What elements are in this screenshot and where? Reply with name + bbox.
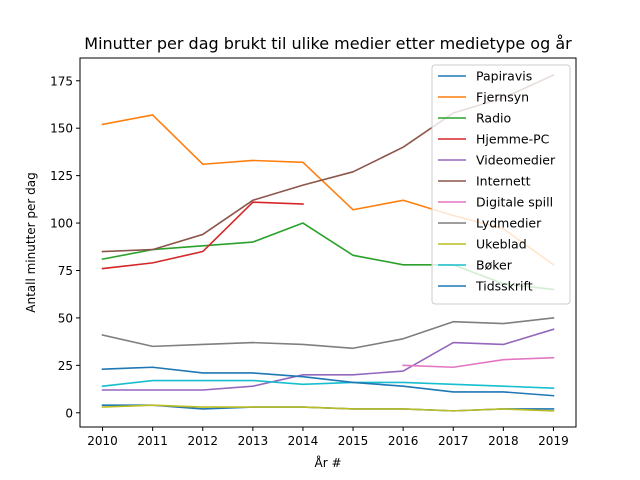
y-tick-label: 125 xyxy=(50,169,73,183)
series-line-boker xyxy=(101,379,555,389)
series-line-tidsskrift xyxy=(101,366,555,397)
plot-frame xyxy=(79,57,577,428)
chart-title: Minutter per dag brukt til ulike medier … xyxy=(84,34,572,53)
y-tick-label: 75 xyxy=(58,264,73,278)
x-tick-label: 2018 xyxy=(488,434,519,448)
legend-label-hjemme-pc: Hjemme-PC xyxy=(476,132,550,147)
plot-lines xyxy=(101,74,555,412)
x-axis-ticks: 2010 2011 2012 2013 2014 2015 2016 2017 2018 2019 xyxy=(87,427,569,448)
series-line-digitale-spill xyxy=(402,356,555,369)
x-tick-label: 2016 xyxy=(388,434,419,448)
legend-label-boker: Bøker xyxy=(476,258,513,273)
series-line-hjemme-pc xyxy=(101,201,304,270)
legend-label-papiravis: Papiravis xyxy=(476,69,532,84)
y-axis-ticks: 0 25 50 75 100 125 150 175 xyxy=(50,74,80,420)
x-tick-label: 2014 xyxy=(288,434,319,448)
series-line-videomedier xyxy=(101,328,555,391)
legend-label-tidsskrift: Tidsskrift xyxy=(475,279,533,294)
y-tick-label: 150 xyxy=(50,122,73,136)
x-tick-label: 2015 xyxy=(338,434,369,448)
legend-label-ukeblad: Ukeblad xyxy=(476,237,527,252)
series-line-lydmedier xyxy=(101,317,555,350)
y-tick-label: 0 xyxy=(65,406,73,420)
y-tick-label: 50 xyxy=(58,311,73,325)
legend-label-radio: Radio xyxy=(476,111,511,126)
legend: Papiravis Fjernsyn Radio Hjemme-PC Videomedi… xyxy=(431,64,571,305)
x-tick-label: 2017 xyxy=(438,434,469,448)
legend-box xyxy=(431,64,571,305)
y-tick-label: 175 xyxy=(50,74,73,88)
y-axis-label: Antall minutter per dag xyxy=(24,172,38,312)
x-axis-label: År # xyxy=(314,455,341,470)
y-tick-label: 100 xyxy=(50,217,73,231)
x-tick-label: 2011 xyxy=(137,434,168,448)
legend-label-fjernsyn: Fjernsyn xyxy=(476,90,529,105)
legend-label-lydmedier: Lydmedier xyxy=(476,216,542,231)
legend-label-videomedier: Videomedier xyxy=(476,153,556,168)
x-tick-label: 2013 xyxy=(238,434,269,448)
x-tick-label: 2012 xyxy=(187,434,218,448)
legend-label-digitale-spill: Digitale spill xyxy=(476,195,553,210)
y-tick-label: 25 xyxy=(58,359,73,373)
x-tick-label: 2010 xyxy=(87,434,118,448)
x-tick-label: 2019 xyxy=(538,434,569,448)
series-line-ukeblad xyxy=(101,404,555,412)
legend-label-internett: Internett xyxy=(476,174,531,189)
